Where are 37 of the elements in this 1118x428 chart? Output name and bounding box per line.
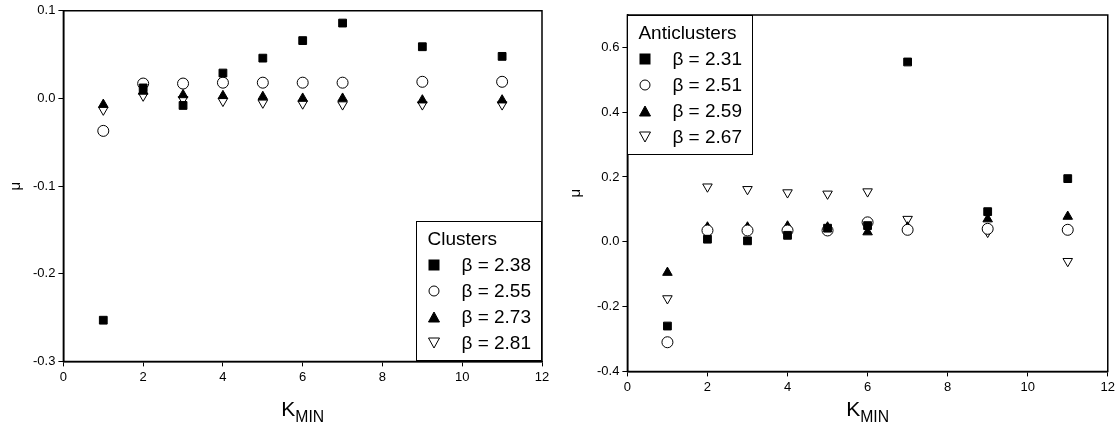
y-tick-label: 0.1: [37, 2, 56, 18]
x-tick-label: 2: [703, 378, 712, 394]
x-tick-label: 8: [944, 378, 952, 394]
y-tick-label: -0.2: [32, 265, 56, 281]
y-tick-label: -0.3: [32, 352, 56, 368]
y-tick-label: -0.2: [596, 298, 620, 314]
legend-label: β = 2.55: [461, 279, 531, 304]
x-tick-label: 0: [623, 378, 632, 394]
y-tick-label: -0.1: [32, 177, 56, 193]
y-axis-title: μ: [6, 181, 23, 191]
legend-label: β = 2.38: [461, 253, 531, 278]
x-tick-label: 10: [1020, 378, 1035, 394]
legend-title: Clusters: [427, 227, 499, 252]
y-tick-label: 0.0: [601, 233, 620, 249]
x-tick-label: 6: [863, 378, 872, 394]
legend-title: Anticlusters: [638, 21, 738, 45]
y-tick-label: -0.4: [596, 362, 620, 378]
y-tick-label: 0.0: [37, 90, 56, 106]
legend-label: β = 2.51: [672, 73, 742, 97]
x-tick-label: 4: [783, 378, 792, 394]
y-tick-label: 0.2: [601, 168, 620, 184]
y-axis-title: μ: [566, 188, 583, 198]
legend-label: β = 2.81: [461, 331, 531, 356]
legend-label: β = 2.31: [672, 47, 742, 71]
x-tick-label: 2: [139, 368, 147, 384]
legend-label: β = 2.59: [672, 99, 742, 123]
y-tick-label: 0.6: [601, 38, 620, 54]
x-tick-label: 0: [59, 368, 68, 384]
x-tick-label: 12: [534, 368, 550, 384]
x-tick-label: 12: [1100, 378, 1115, 394]
legend-label: β = 2.67: [672, 125, 742, 149]
x-tick-label: 8: [378, 368, 387, 384]
x-tick-label: 10: [455, 368, 470, 384]
legend-label: β = 2.73: [461, 305, 531, 330]
x-tick-label: 4: [219, 368, 227, 384]
y-tick-label: 0.4: [601, 103, 620, 119]
x-tick-label: 6: [299, 368, 307, 384]
